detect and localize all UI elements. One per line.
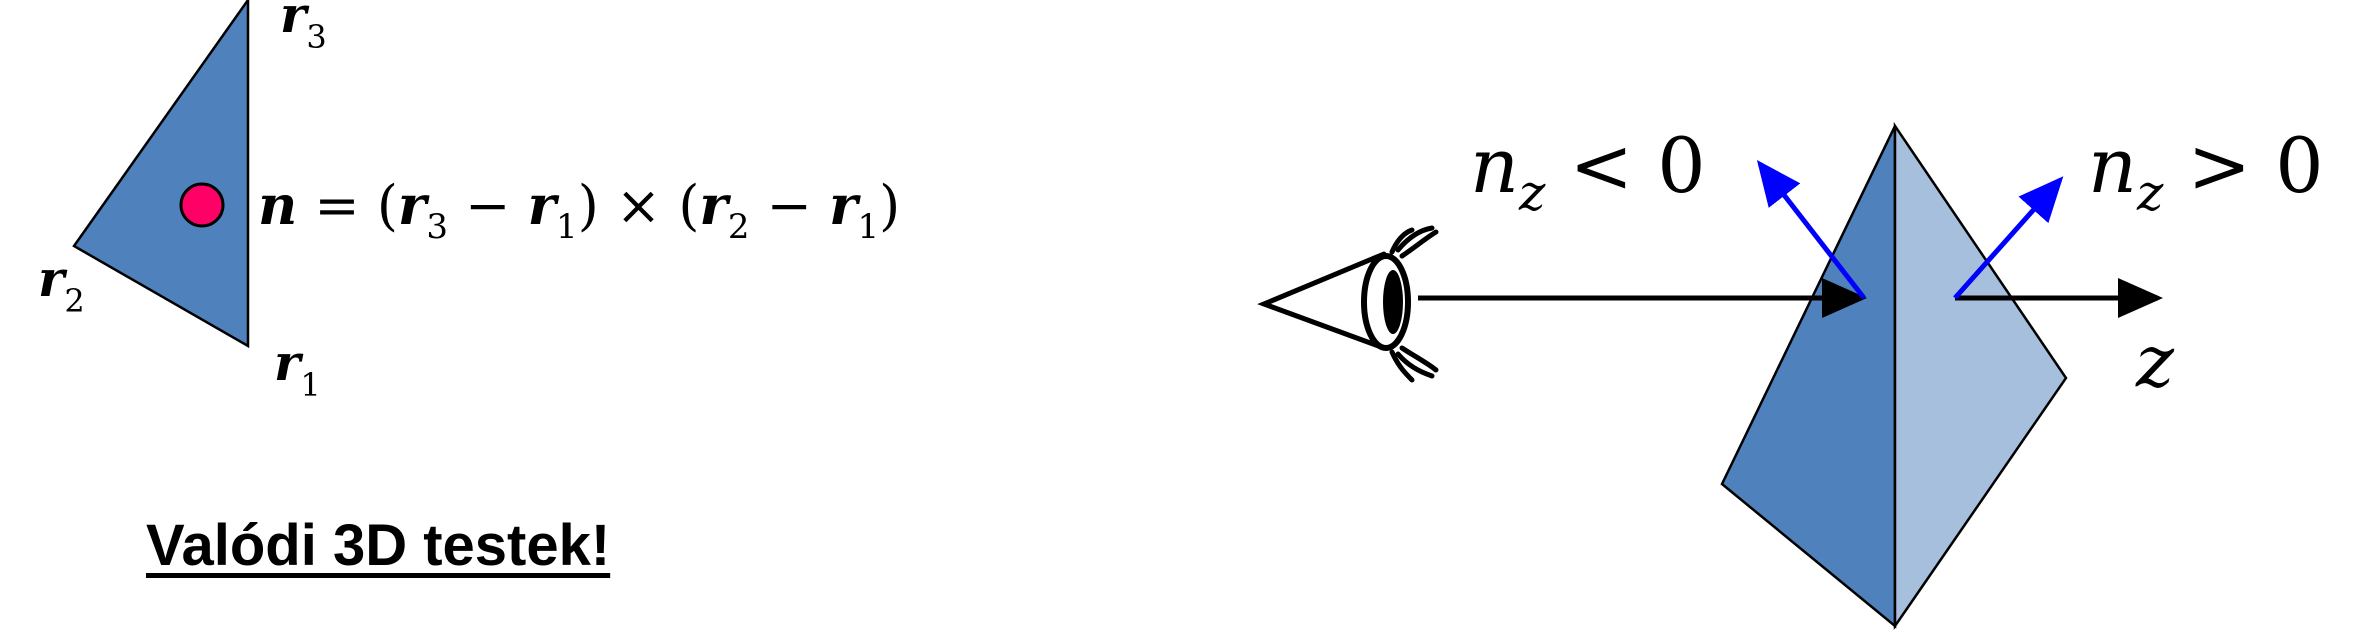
label-r1: r1 xyxy=(274,333,321,404)
prism-dark-face xyxy=(1720,125,1897,629)
label-r2: r2 xyxy=(38,249,85,320)
label-r3: r3 xyxy=(280,0,327,56)
prism-light-face xyxy=(1893,121,2068,631)
triangle xyxy=(72,0,250,349)
heading-real-3d-bodies: Valódi 3D testek! xyxy=(146,513,611,578)
label-z-axis: z xyxy=(2135,319,2175,403)
normal-arrow-negative xyxy=(1756,160,1866,300)
label-nz-positive: nz > 0 xyxy=(2088,121,2324,222)
label-nz-negative: nz < 0 xyxy=(1470,121,1706,222)
normal-arrow-positive xyxy=(1953,176,2064,300)
eye-icon xyxy=(1257,225,1439,383)
centroid-dot xyxy=(179,182,225,228)
normal-formula: n = (r3 − r1) × (r2 − r1) xyxy=(258,173,900,247)
